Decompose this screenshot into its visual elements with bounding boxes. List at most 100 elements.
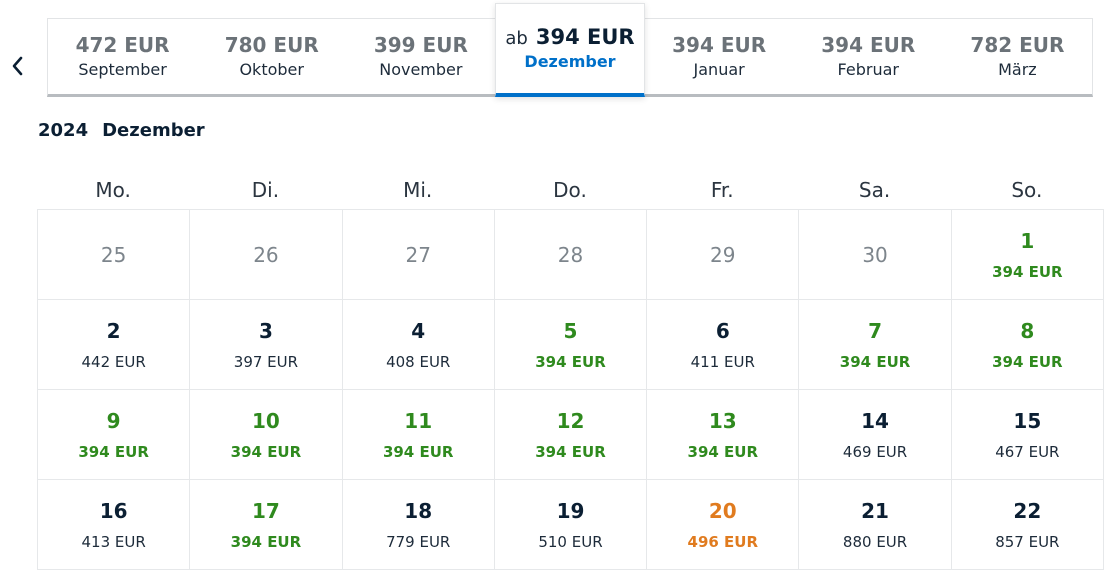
- calendar-day-cell: 28: [494, 210, 648, 300]
- day-price: 394 EUR: [230, 442, 302, 461]
- day-number: 18: [404, 498, 433, 523]
- month-name: September: [78, 60, 167, 79]
- weekday-label: Mo.: [95, 178, 131, 202]
- calendar-day-cell[interactable]: 1 394 EUR: [951, 210, 1104, 300]
- day-number: 14: [861, 408, 889, 433]
- weekday-label: Fr.: [710, 178, 734, 202]
- day-price: 496 EUR: [687, 532, 759, 551]
- day-number: 10: [252, 408, 280, 433]
- month-tab-september[interactable]: 472 EUR September: [48, 19, 197, 94]
- month-tab-januar[interactable]: 394 EUR Januar: [645, 19, 794, 94]
- day-number: 20: [708, 498, 737, 523]
- calendar-grid: 25 26 27 28 29 30 1 394 EUR 2 442 EUR 3 397 EUR 4 408…: [37, 209, 1104, 570]
- month-price: 399 EUR: [373, 33, 468, 57]
- calendar-day-cell: 27: [342, 210, 495, 300]
- day-number: 3: [258, 318, 273, 343]
- day-price: 857 EUR: [995, 532, 1060, 551]
- day-price: 394 EUR: [535, 352, 606, 371]
- calendar-day-cell[interactable]: 8 394 EUR: [951, 300, 1104, 390]
- month-tab-november[interactable]: 399 EUR November: [346, 19, 495, 94]
- calendar-day-cell[interactable]: 21 880 EUR: [799, 480, 952, 570]
- day-number: 12: [556, 408, 585, 433]
- day-price: 394 EUR: [382, 442, 454, 461]
- day-number: 21: [861, 498, 889, 523]
- calendar-day-cell[interactable]: 10 394 EUR: [190, 390, 343, 480]
- month-tab-oktober[interactable]: 780 EUR Oktober: [197, 19, 346, 94]
- calendar-day-cell[interactable]: 17 394 EUR: [190, 480, 343, 570]
- day-number: 27: [405, 242, 431, 267]
- day-number: 9: [106, 408, 121, 433]
- day-price: 467 EUR: [995, 442, 1060, 461]
- calendar-day-cell[interactable]: 14 469 EUR: [799, 390, 952, 480]
- calendar-day-cell[interactable]: 22 857 EUR: [951, 480, 1104, 570]
- calendar-day-cell: 30: [799, 210, 952, 300]
- day-price: 510 EUR: [538, 532, 603, 551]
- day-number: 16: [99, 498, 128, 523]
- day-price: 408 EUR: [386, 352, 451, 371]
- day-number: 22: [1013, 498, 1042, 523]
- month-name: Januar: [693, 60, 745, 79]
- month-price-row: ab 394 EUR: [505, 25, 634, 49]
- month-tab-maerz[interactable]: 782 EUR März: [943, 19, 1092, 94]
- month-name: Dezember: [524, 52, 616, 71]
- weekday-label: Mi.: [403, 178, 433, 202]
- day-price: 394 EUR: [230, 532, 302, 551]
- day-price: 880 EUR: [842, 532, 908, 551]
- month-tab-februar[interactable]: 394 EUR Februar: [794, 19, 943, 94]
- calendar-day-cell[interactable]: 11 394 EUR: [342, 390, 495, 480]
- calendar-day-cell[interactable]: 2 442 EUR: [38, 300, 191, 390]
- calendar-day-cell[interactable]: 9 394 EUR: [38, 390, 191, 480]
- month-name: Oktober: [239, 60, 304, 79]
- day-number: 2: [106, 318, 121, 343]
- day-number: 17: [252, 498, 280, 523]
- calendar-title: 2024 Dezember: [38, 120, 205, 141]
- month-tab-dezember[interactable]: ab 394 EUR Dezember: [495, 3, 645, 97]
- day-price: 469 EUR: [842, 442, 908, 461]
- calendar-year: 2024: [38, 120, 89, 141]
- calendar-day-cell: 29: [647, 210, 800, 300]
- day-price: 394 EUR: [535, 442, 606, 461]
- day-number: 15: [1013, 408, 1042, 433]
- weekday-label: Do.: [553, 178, 587, 202]
- day-price: 413 EUR: [81, 532, 146, 551]
- calendar-day-cell[interactable]: 6 411 EUR: [647, 300, 800, 390]
- calendar-day-cell[interactable]: 16 413 EUR: [38, 480, 191, 570]
- calendar-day-cell[interactable]: 4 408 EUR: [342, 300, 495, 390]
- month-price: 394 EUR: [821, 33, 916, 57]
- weekday-header: Mo. Di. Mi. Do. Fr. Sa. So.: [37, 178, 1103, 202]
- day-number: 4: [411, 318, 426, 343]
- month-name: November: [379, 60, 463, 79]
- day-number: 1: [1020, 228, 1035, 253]
- day-price: 779 EUR: [386, 532, 451, 551]
- chevron-left-icon: [12, 56, 23, 76]
- month-name: März: [998, 60, 1037, 79]
- day-price: 442 EUR: [81, 352, 146, 371]
- calendar-day-cell[interactable]: 7 394 EUR: [799, 300, 952, 390]
- weekday-label: Sa.: [858, 178, 891, 202]
- day-number: 19: [556, 498, 585, 523]
- month-price: 394 EUR: [672, 33, 767, 57]
- weekday-label: So.: [1011, 178, 1043, 202]
- weekday-label: Di.: [251, 178, 280, 202]
- calendar-day-cell[interactable]: 5 394 EUR: [494, 300, 648, 390]
- calendar-day-cell[interactable]: 19 510 EUR: [494, 480, 648, 570]
- month-price: 394 EUR: [535, 25, 635, 49]
- previous-month-button[interactable]: [4, 46, 32, 86]
- day-price: 394 EUR: [839, 352, 911, 371]
- day-price: 394 EUR: [992, 262, 1063, 281]
- day-number: 8: [1020, 318, 1035, 343]
- day-price: 394 EUR: [992, 352, 1063, 371]
- day-price: 397 EUR: [233, 352, 299, 371]
- day-number: 30: [862, 242, 888, 267]
- day-price: 394 EUR: [687, 442, 759, 461]
- calendar-day-cell[interactable]: 20 496 EUR: [647, 480, 800, 570]
- calendar-day-cell[interactable]: 3 397 EUR: [190, 300, 343, 390]
- calendar-day-cell[interactable]: 12 394 EUR: [494, 390, 648, 480]
- day-price: 411 EUR: [690, 352, 755, 371]
- price-prefix: ab: [505, 28, 528, 49]
- calendar-day-cell[interactable]: 13 394 EUR: [647, 390, 800, 480]
- month-price: 780 EUR: [224, 33, 319, 57]
- calendar-day-cell[interactable]: 15 467 EUR: [951, 390, 1104, 480]
- calendar-day-cell[interactable]: 18 779 EUR: [342, 480, 495, 570]
- day-number: 5: [563, 318, 578, 343]
